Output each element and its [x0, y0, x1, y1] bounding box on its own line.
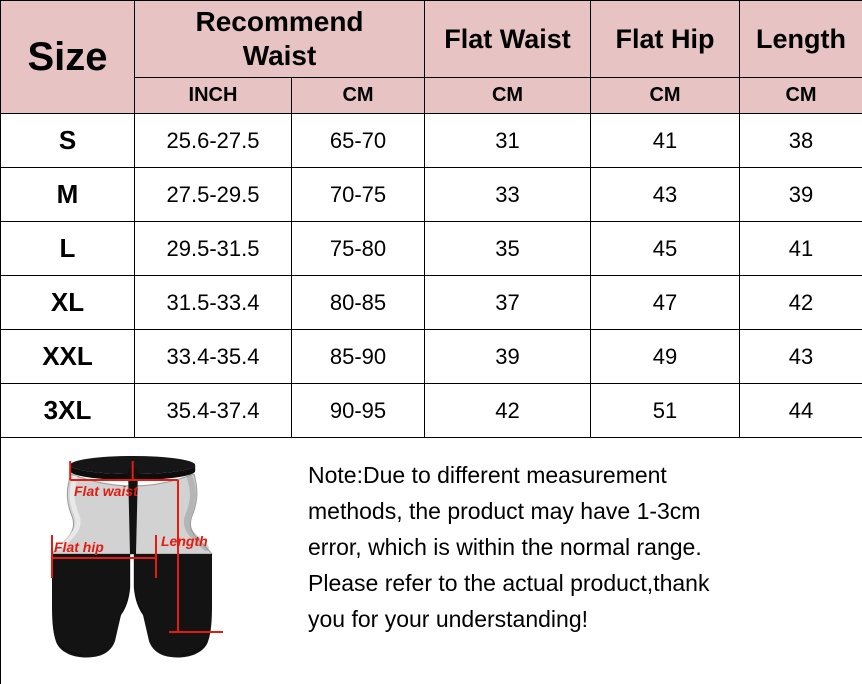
svg-text:Flat hip: Flat hip	[54, 539, 104, 555]
svg-text:Flat waist: Flat waist	[74, 483, 139, 499]
svg-text:Length: Length	[161, 533, 208, 549]
